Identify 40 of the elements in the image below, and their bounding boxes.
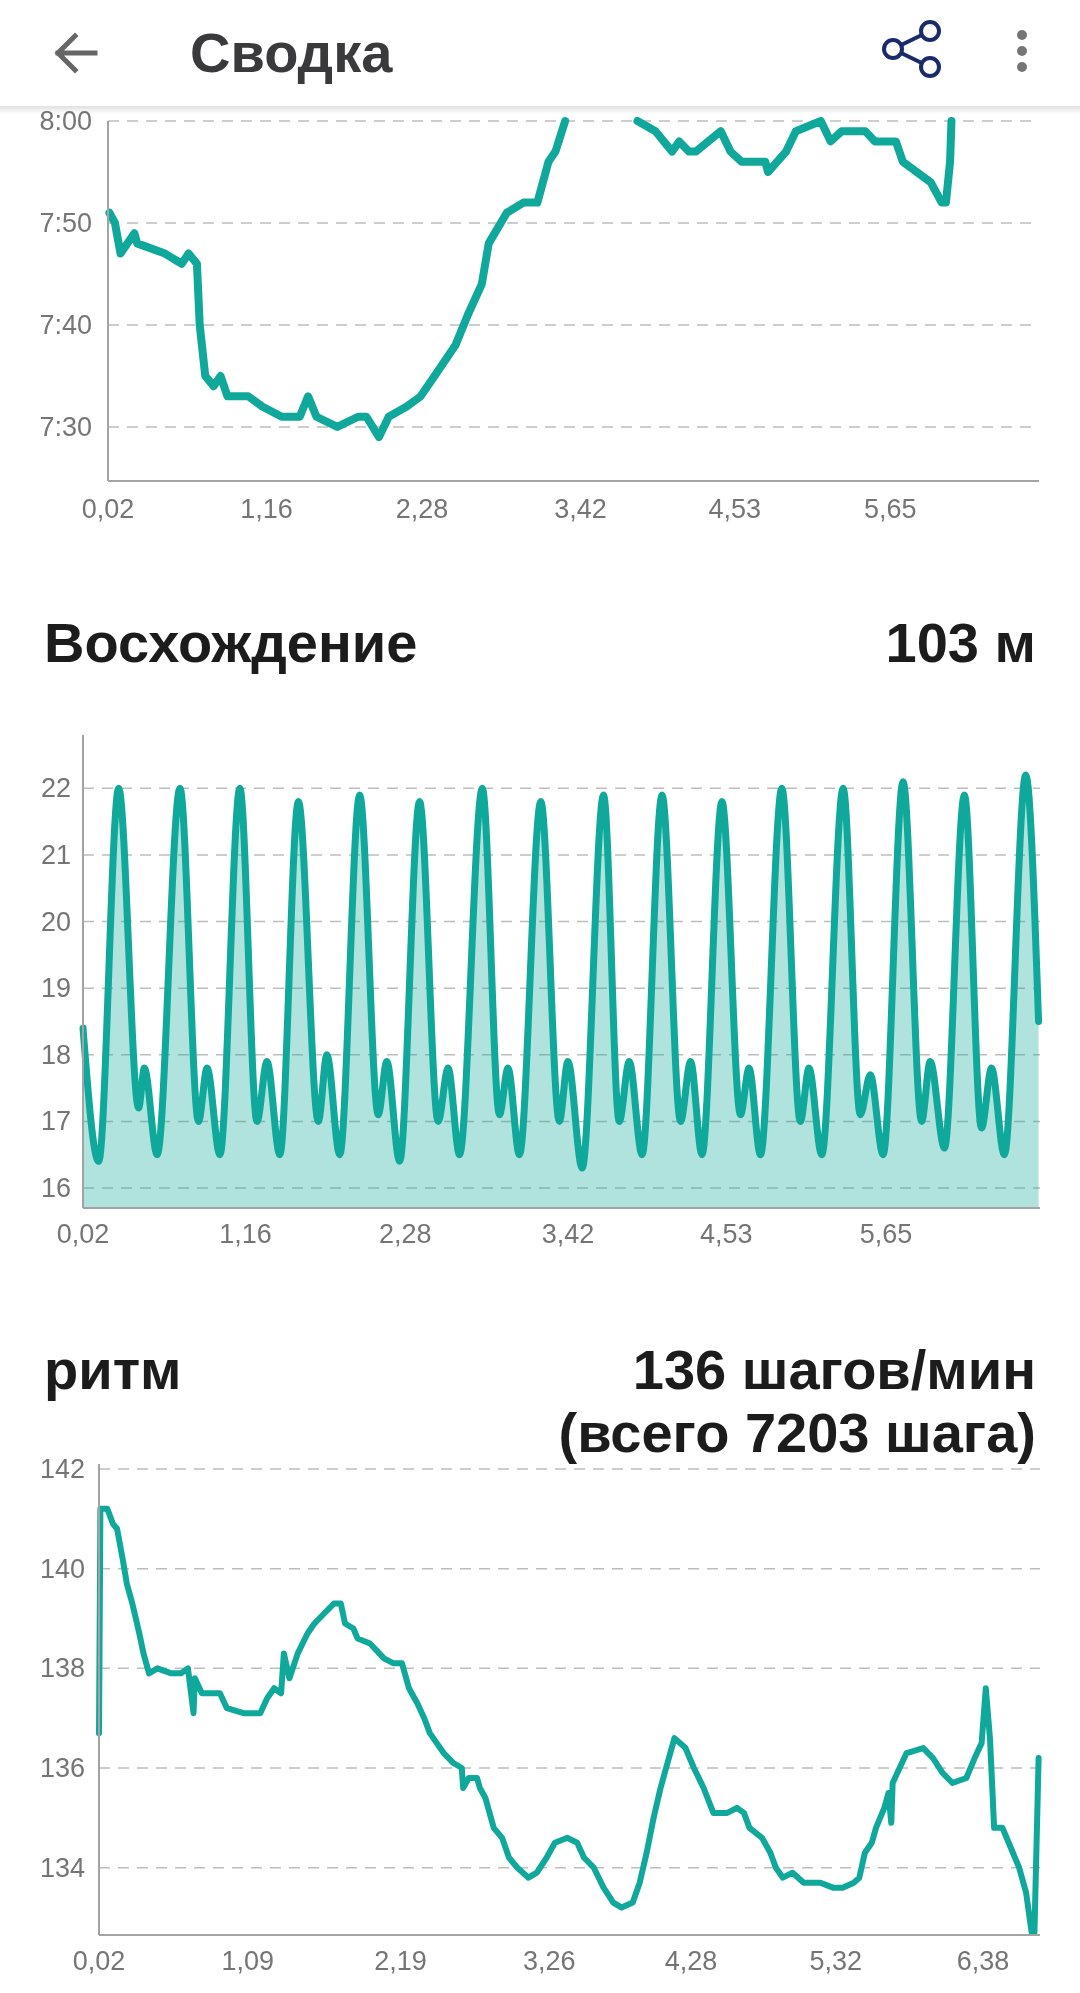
x-tick-label: 6,38	[956, 1946, 1010, 1976]
x-tick-label: 5,65	[859, 1219, 913, 1249]
y-tick-label: 22	[40, 773, 71, 804]
y-tick-label: 140	[39, 1553, 85, 1584]
chart-title: Сводка	[190, 21, 394, 84]
x-tick-label: 3,26	[523, 1946, 576, 1976]
x-tick-label: 2,28	[379, 1219, 432, 1249]
x-tick-label: 2,19	[374, 1946, 427, 1976]
y-tick-label: 134	[39, 1852, 85, 1883]
y-tick-label: 8:00	[39, 106, 92, 136]
y-tick-label: 142	[39, 1453, 85, 1484]
y-tick-label: 138	[39, 1653, 85, 1684]
x-tick-label: 4,28	[664, 1946, 718, 1976]
y-tick-label: 16	[40, 1173, 71, 1204]
y-tick-label: 136	[39, 1753, 85, 1784]
x-tick-label: 5,65	[864, 494, 917, 524]
x-tick-label: 1,16	[240, 494, 293, 524]
y-tick-label: 19	[40, 973, 71, 1004]
x-tick-label: 1,16	[219, 1219, 272, 1249]
x-tick-label: 0,02	[81, 494, 135, 524]
y-tick-label: 7:50	[39, 207, 92, 238]
x-tick-label: 5,32	[809, 1946, 862, 1976]
chart-subtitle: 136 шагов/мин (всего 7203 шага)	[558, 1338, 1036, 1464]
x-tick-label: 3,42	[541, 1219, 595, 1249]
x-tick-label: 1,09	[221, 1946, 275, 1976]
y-tick-label: 21	[40, 839, 71, 870]
y-tick-label: 7:30	[39, 411, 92, 442]
y-tick-label: 18	[40, 1039, 71, 1070]
x-tick-label: 4,53	[699, 1219, 753, 1249]
chart-subtitle: 103 м	[885, 611, 1036, 674]
y-tick-label: 17	[40, 1106, 71, 1137]
y-tick-label: 7:40	[39, 309, 92, 340]
x-tick-label: 0,02	[56, 1219, 110, 1249]
chart-title: Восхождение	[44, 611, 418, 674]
x-tick-label: 0,02	[72, 1946, 126, 1976]
x-tick-label: 4,53	[708, 494, 761, 524]
x-tick-label: 2,28	[395, 494, 449, 524]
y-tick-label: 20	[40, 906, 71, 937]
chart-title: ритм	[44, 1338, 182, 1401]
x-tick-label: 3,42	[554, 494, 607, 524]
